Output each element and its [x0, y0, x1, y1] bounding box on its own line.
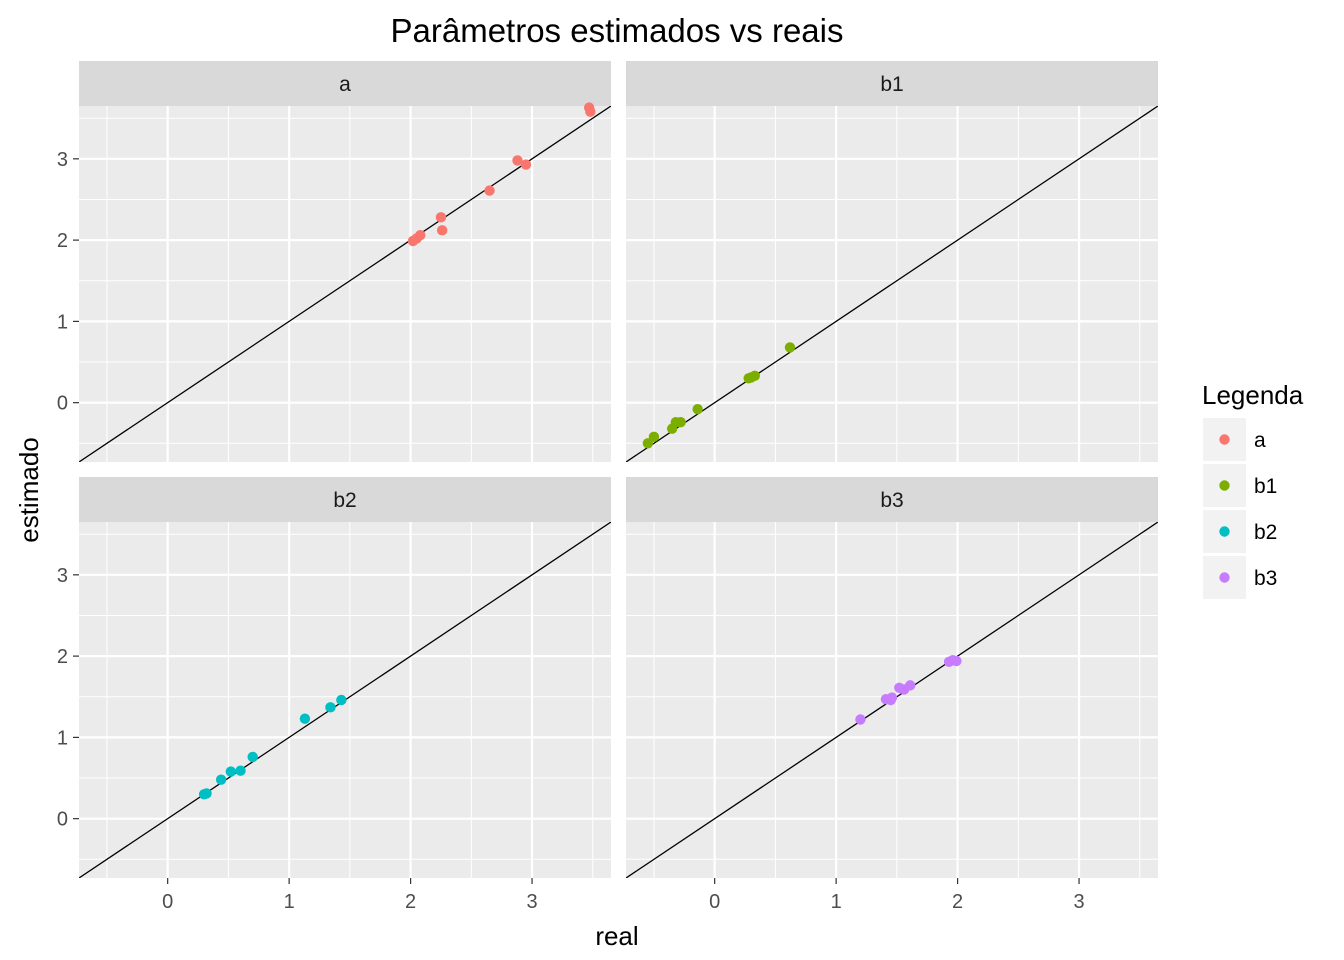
points-a — [407, 102, 596, 247]
data-point — [336, 694, 347, 706]
data-point — [675, 416, 686, 428]
data-point — [642, 438, 654, 449]
legend-label: b2 — [1254, 521, 1277, 544]
facet-strip-label: b1 — [880, 73, 903, 96]
x-tick-label: 2 — [952, 891, 963, 913]
data-point — [520, 159, 532, 170]
y-tick-label: 3 — [57, 149, 68, 171]
y-tick-label: 2 — [57, 646, 68, 668]
x-tick-label: 1 — [284, 891, 295, 913]
legend-label: b1 — [1254, 475, 1277, 498]
legend-key-dot — [1219, 434, 1230, 445]
gridlines — [79, 522, 611, 878]
points-b3 — [855, 654, 962, 725]
data-point — [435, 212, 447, 223]
legend-label: b3 — [1254, 567, 1277, 590]
data-point — [325, 702, 336, 713]
facet-strip — [626, 477, 1158, 522]
identity-line — [626, 106, 1158, 462]
data-point — [436, 225, 448, 236]
data-point — [215, 774, 227, 785]
data-point — [855, 714, 866, 725]
facet-strip-label: b3 — [880, 489, 903, 512]
legend: Legenda a b1 b2 b3 — [1202, 380, 1304, 599]
legend-label: a — [1254, 429, 1266, 452]
y-tick-label: 3 — [57, 565, 68, 587]
data-point — [585, 106, 596, 117]
x-tick-label: 1 — [831, 891, 842, 913]
legend-key-dot — [1219, 480, 1230, 491]
data-point — [886, 692, 898, 703]
points-b2 — [198, 694, 347, 800]
data-point — [692, 403, 703, 415]
x-tick-label: 0 — [709, 891, 720, 913]
x-axis-title: real — [595, 921, 638, 951]
data-point — [484, 185, 495, 196]
facet-panel-b1: b1 — [626, 61, 1158, 462]
y-axis-title: estimado — [14, 437, 44, 543]
data-point — [512, 155, 523, 166]
x-tick-label: 3 — [526, 891, 537, 913]
facet-strip-label: a — [339, 73, 351, 96]
facet-panel-b3: b3 0 1 2 3 — [626, 477, 1158, 913]
chart-title: Parâmetros estimados vs reais — [391, 12, 844, 49]
facet-strip — [79, 477, 611, 522]
facet-strip — [626, 61, 1158, 106]
data-point — [247, 751, 258, 763]
facet-panel-a: a 0 1 2 3 — [57, 61, 611, 462]
x-tick-label: 3 — [1073, 891, 1084, 913]
data-point — [951, 655, 962, 667]
y-tick-label: 1 — [57, 311, 68, 333]
facet-strip — [79, 61, 611, 106]
data-point — [415, 230, 426, 241]
gridlines — [626, 106, 1158, 462]
data-point — [784, 342, 796, 353]
facet-panels: a 0 1 2 3 b1 b2 0 1 2 3 0 1 2 3 b3 0 1 2 3 — [57, 61, 1158, 913]
facet-panel-b2: b2 0 1 2 3 0 1 2 3 — [57, 477, 611, 913]
data-point — [905, 680, 916, 691]
legend-keys: a b1 b2 b3 — [1203, 418, 1277, 599]
data-point — [648, 431, 660, 443]
data-point — [749, 370, 760, 382]
y-tick-label: 0 — [57, 809, 68, 831]
y-tick-label: 2 — [57, 230, 68, 252]
data-point — [235, 765, 246, 776]
legend-key-dot — [1219, 572, 1230, 583]
y-tick-label: 1 — [57, 727, 68, 749]
y-tick-label: 0 — [57, 393, 68, 415]
x-tick-label: 2 — [405, 891, 416, 913]
data-point — [225, 766, 237, 777]
gridlines — [626, 522, 1158, 878]
data-point — [299, 713, 311, 724]
data-point — [201, 788, 212, 799]
x-tick-label: 0 — [162, 891, 173, 913]
points-b1 — [642, 342, 796, 449]
facet-strip-label: b2 — [333, 489, 356, 512]
legend-title: Legenda — [1202, 380, 1304, 410]
legend-key-dot — [1219, 526, 1230, 537]
